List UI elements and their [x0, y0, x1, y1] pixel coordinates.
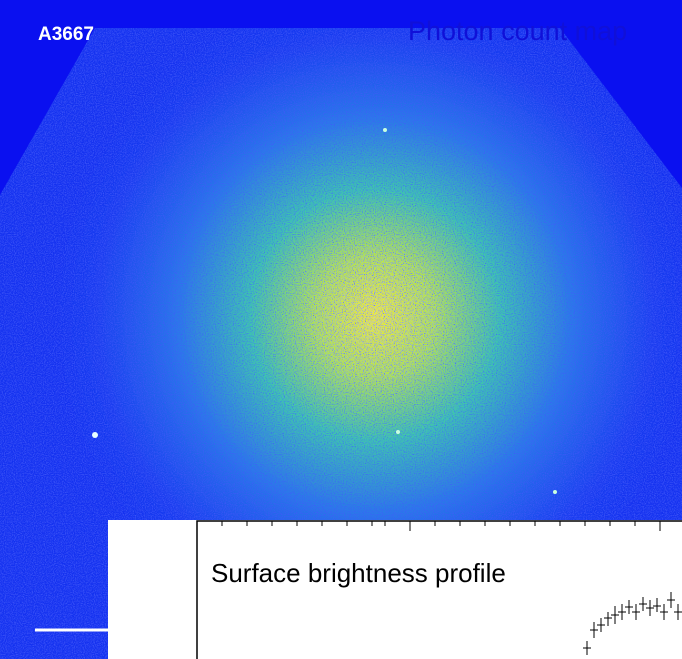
point-source [383, 128, 387, 132]
cluster-label: A3667 [38, 24, 94, 45]
point-source [396, 430, 400, 434]
point-source [553, 490, 557, 494]
map-title: Photon count map [408, 16, 627, 46]
inset-frame [196, 520, 682, 659]
inset-ticks [221, 521, 661, 531]
point-source [92, 432, 98, 438]
profile-points [583, 592, 682, 655]
inset: Surface brightness profile [108, 520, 682, 659]
inset-panel [108, 520, 682, 659]
inset-title: Surface brightness profile [211, 558, 506, 588]
